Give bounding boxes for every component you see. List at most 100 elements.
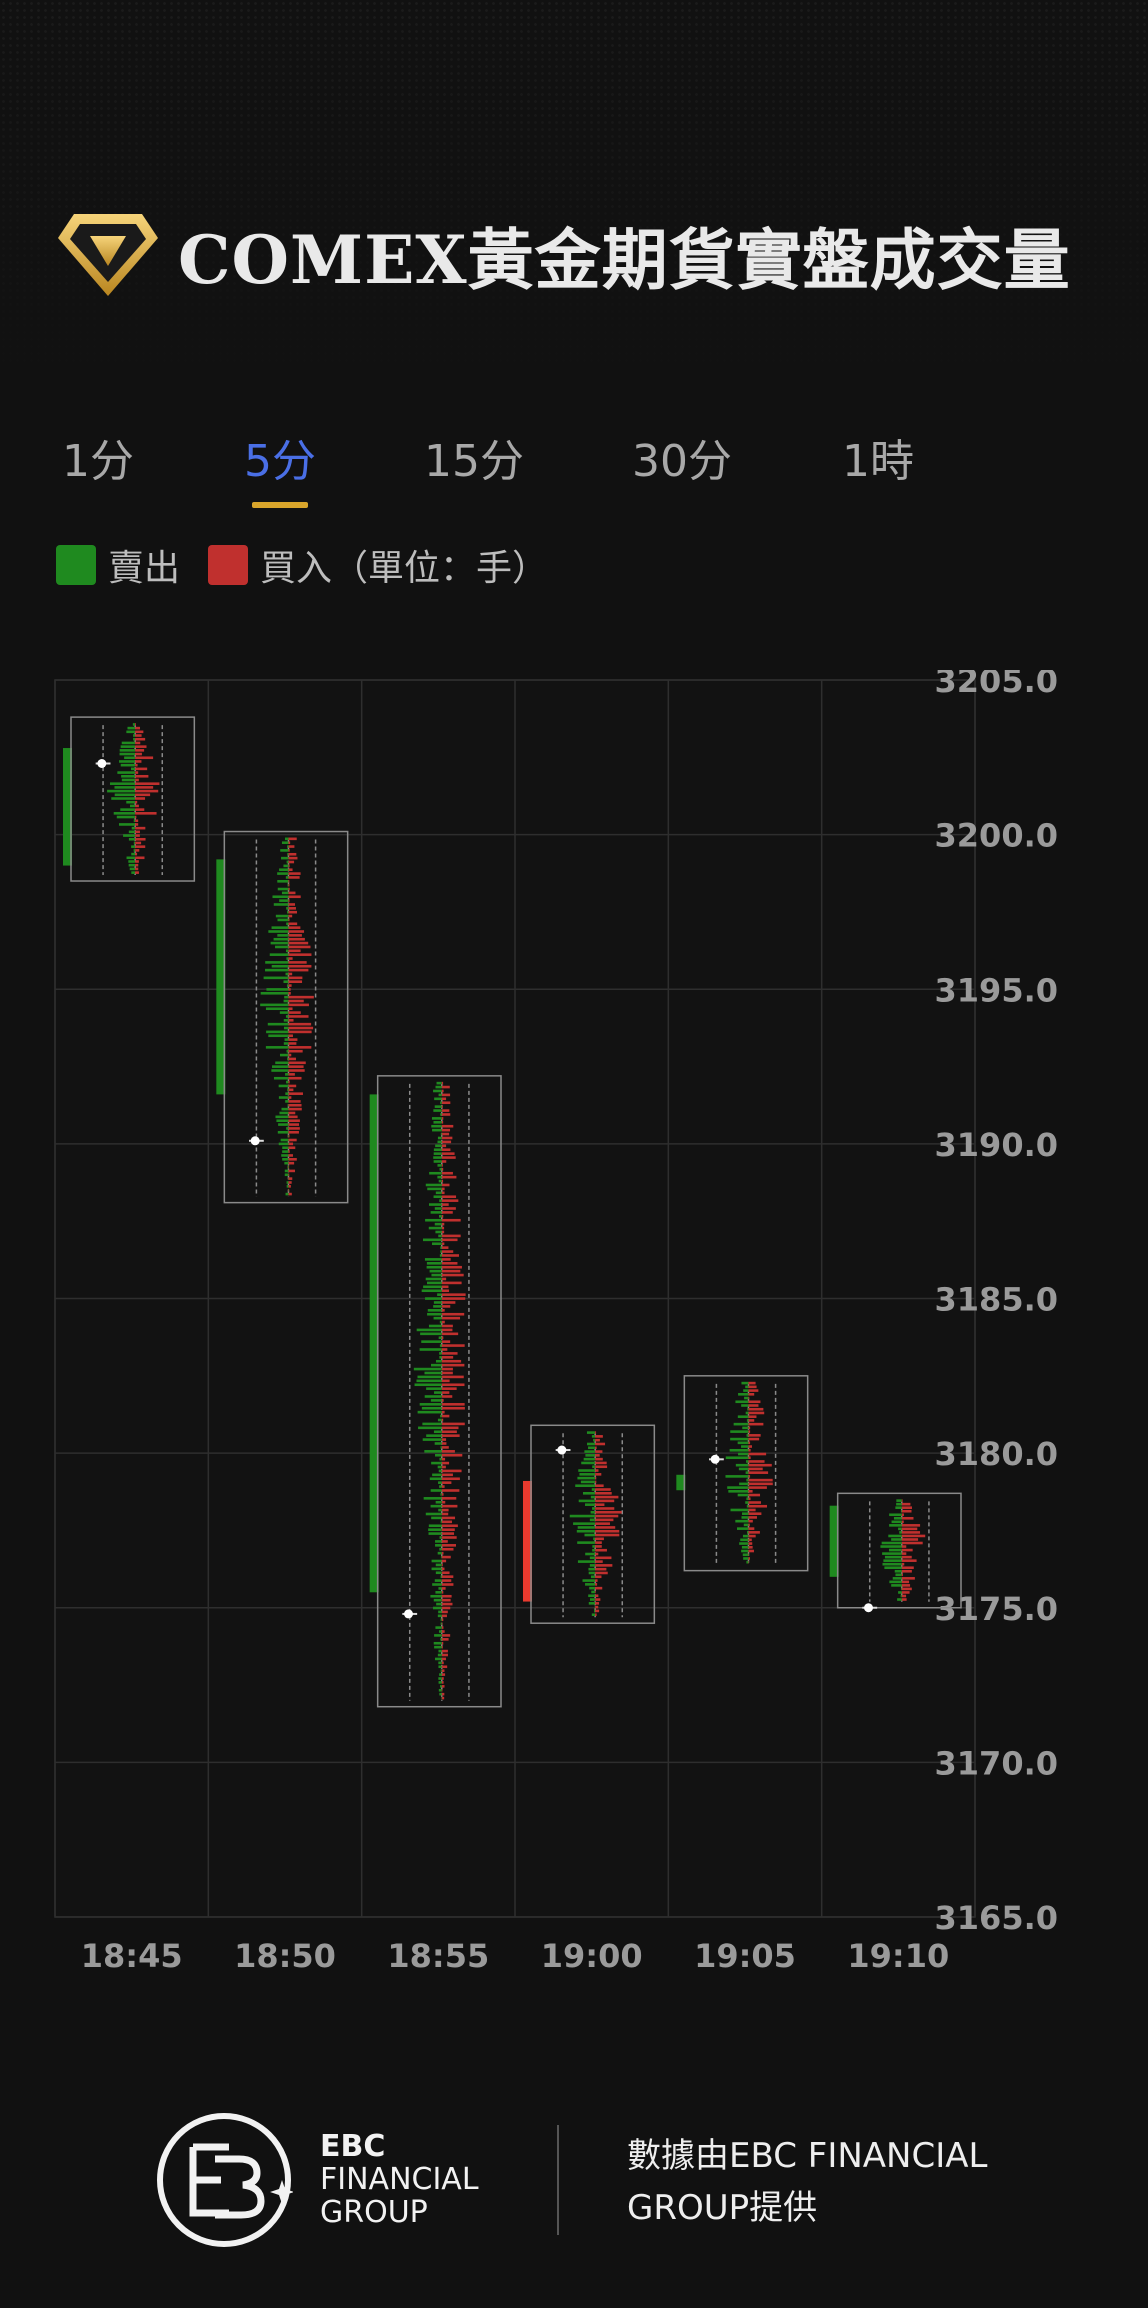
- footer-divider: [557, 2125, 559, 2235]
- sell-volume-bar: [433, 1195, 442, 1199]
- sell-volume-bar: [120, 808, 136, 811]
- sell-volume-bar: [728, 1490, 749, 1493]
- buy-volume-bar: [135, 726, 141, 730]
- tab-5min[interactable]: 5分: [244, 436, 316, 487]
- tab-15min[interactable]: 15分: [424, 436, 524, 487]
- x-tick-label: 19:00: [541, 1937, 643, 1975]
- tab-1hour[interactable]: 1時: [842, 436, 914, 487]
- sell-volume-bar: [433, 1598, 442, 1602]
- buy-volume-bar: [135, 737, 146, 741]
- buy-volume-bar: [441, 1285, 449, 1289]
- sell-volume-bar: [888, 1534, 902, 1538]
- buy-volume-bar: [441, 1324, 453, 1328]
- sell-volume-bar: [891, 1584, 902, 1587]
- candle-body: [829, 1505, 839, 1577]
- buy-volume-bar: [595, 1594, 599, 1598]
- sell-volume-bar: [746, 1478, 749, 1482]
- buy-volume-bar: [288, 1073, 295, 1076]
- sell-volume-bar: [435, 1453, 442, 1457]
- sell-volume-bar: [428, 1532, 442, 1535]
- sell-volume-bar: [124, 756, 136, 760]
- sell-volume-bar: [438, 1649, 442, 1653]
- buy-volume-bar: [135, 852, 138, 856]
- buy-volume-bar: [748, 1422, 764, 1426]
- sell-volume-bar: [901, 1587, 902, 1591]
- buy-volume-bar: [441, 1375, 464, 1379]
- buy-volume-bar: [595, 1488, 611, 1491]
- sell-volume-bar: [272, 895, 289, 899]
- sell-volume-bar: [421, 1340, 442, 1343]
- sell-volume-bar: [434, 1579, 442, 1582]
- buy-volume-bar: [288, 1188, 290, 1192]
- sell-volume-bar: [268, 1034, 289, 1038]
- sell-volume-bar: [118, 823, 136, 826]
- sell-volume-bar: [581, 1461, 596, 1465]
- buy-volume-bar: [901, 1580, 910, 1584]
- buy-volume-bar: [595, 1450, 603, 1453]
- sell-volume-bar: [430, 1211, 442, 1214]
- buy-volume-bar: [441, 1128, 451, 1132]
- sell-volume-bar: [437, 1164, 442, 1167]
- buy-volume-bar: [288, 961, 307, 964]
- buy-volume-bar: [288, 1107, 302, 1111]
- sell-volume-bar: [438, 1661, 442, 1665]
- buy-volume-bar: [441, 1148, 451, 1152]
- buy-volume-bar: [441, 1101, 451, 1105]
- candle-body: [523, 1480, 532, 1602]
- buy-volume-bar: [595, 1605, 599, 1609]
- buy-volume-bar: [288, 1022, 312, 1026]
- sell-volume-bar: [285, 949, 289, 953]
- sell-volume-bar: [881, 1541, 902, 1545]
- sell-volume-bar: [435, 1540, 442, 1543]
- sell-volume-bar: [440, 1250, 442, 1253]
- sell-volume-bar: [132, 723, 136, 726]
- sell-volume-bar: [428, 1226, 442, 1230]
- sell-volume-bar: [280, 1138, 289, 1142]
- sell-volume-bar: [287, 1057, 289, 1061]
- sell-volume-bar: [426, 1434, 442, 1437]
- candle-body: [676, 1474, 686, 1491]
- sell-volume-bar: [585, 1552, 596, 1556]
- buy-volume-bar: [135, 774, 149, 778]
- sell-volume-bar: [573, 1522, 596, 1525]
- buy-volume-bar: [288, 1034, 293, 1038]
- sell-volume-bar: [131, 871, 136, 874]
- sell-volume-bar: [424, 1395, 442, 1398]
- buy-volume-bar: [288, 1053, 292, 1057]
- buy-volume-bar: [901, 1509, 912, 1513]
- buy-volume-bar: [441, 1218, 461, 1222]
- sell-volume-bar: [741, 1549, 749, 1553]
- buy-volume-bar: [441, 1520, 452, 1524]
- buy-volume-bar: [135, 771, 139, 774]
- buy-volume-bar: [441, 1152, 455, 1155]
- buy-volume-bar: [288, 1173, 290, 1177]
- sell-volume-bar: [740, 1538, 749, 1542]
- sell-volume-bar: [575, 1484, 596, 1488]
- sell-volume-bar: [128, 863, 136, 867]
- buy-volume-bar: [748, 1445, 752, 1448]
- buy-volume-bar: [441, 1516, 456, 1520]
- tab-30min[interactable]: 30分: [632, 436, 732, 487]
- sell-volume-bar: [286, 1049, 289, 1053]
- buy-volume-bar: [441, 1669, 445, 1672]
- buy-volume-bar: [135, 871, 139, 874]
- sell-volume-bar: [591, 1488, 596, 1491]
- buy-volume-bar: [748, 1411, 765, 1415]
- sell-volume-bar: [898, 1591, 902, 1594]
- tab-1min[interactable]: 1分: [62, 436, 134, 487]
- sell-volume-bar: [591, 1590, 596, 1594]
- sell-volume-bar: [889, 1580, 902, 1584]
- buy-volume-bar: [441, 1160, 447, 1163]
- sell-volume-bar: [428, 1528, 442, 1531]
- sell-volume-bar: [584, 1503, 596, 1506]
- buy-volume-bar: [441, 1117, 444, 1120]
- buy-volume-bar: [595, 1598, 601, 1601]
- volume-profile-chart: 3205.0 3200.0 3195.0 3190.0 3185.0 3180.0 3175…: [54, 670, 1058, 1975]
- buy-volume-bar: [441, 1685, 445, 1688]
- sell-volume-bar: [439, 1344, 442, 1347]
- sell-volume-bar: [437, 1418, 442, 1422]
- buy-volume-bar: [441, 1453, 463, 1457]
- brand-line-1: EBC: [320, 2129, 386, 2164]
- sell-volume-bar: [439, 1692, 442, 1696]
- sell-volume-bar: [725, 1456, 749, 1460]
